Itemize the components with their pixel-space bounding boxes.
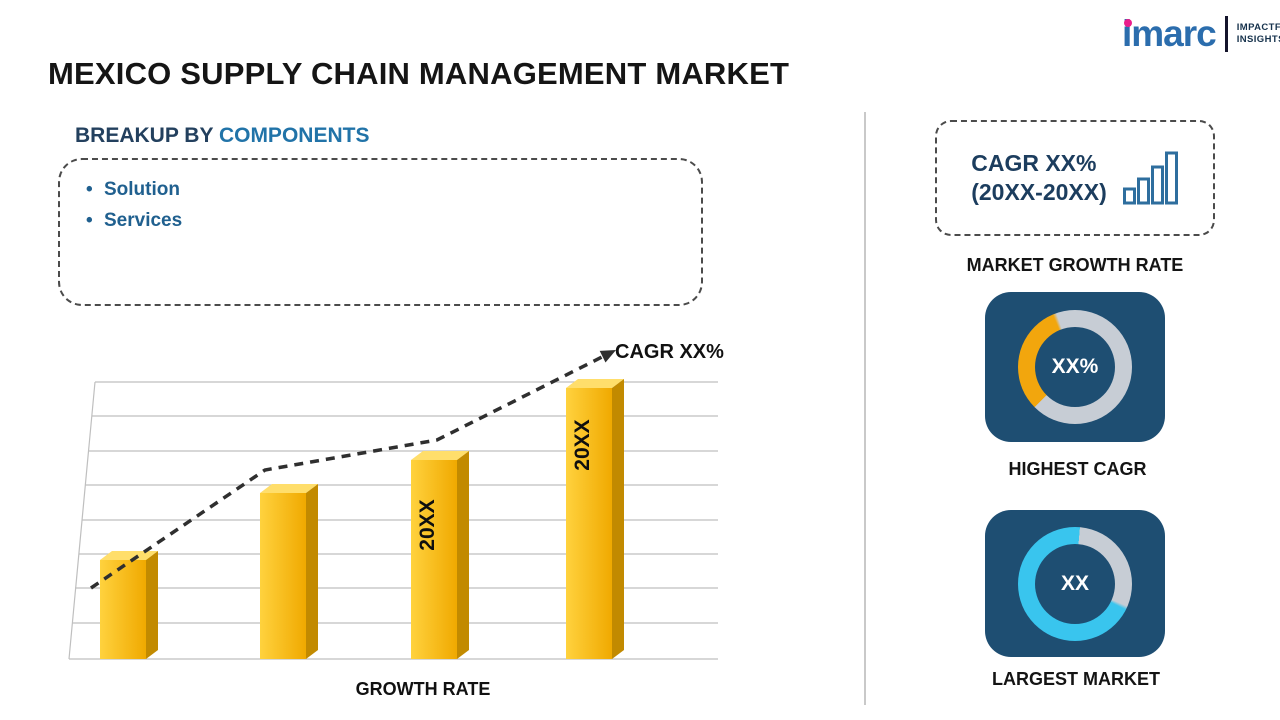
growth-card-line1: CAGR XX% <box>971 150 1097 176</box>
bar-4: 20XX <box>566 379 624 659</box>
x-axis-label: GROWTH RATE <box>355 679 491 699</box>
component-item-services: Services <box>86 205 675 236</box>
bar-label-3: 20XX <box>416 499 439 550</box>
bar-chart-icon <box>1122 151 1178 205</box>
bar-label-4: 20XX <box>571 419 594 470</box>
bar-2 <box>260 484 318 659</box>
highest-cagr-card: XX% <box>985 292 1165 442</box>
bar-3: 20XX <box>411 451 469 659</box>
market-growth-rate-card: CAGR XX% (20XX-20XX) <box>935 120 1215 236</box>
brand-accent-dot <box>1124 19 1132 27</box>
components-box: Solution Services <box>58 158 703 306</box>
cagr-annotation: CAGR XX% <box>615 341 724 363</box>
panel-divider <box>864 112 866 705</box>
bar-1 <box>100 551 158 659</box>
largest-market-card: XX <box>985 510 1165 657</box>
logo-tagline: IMPACTFUL INSIGHTS <box>1237 22 1280 46</box>
brand-text: imarc <box>1122 13 1217 54</box>
largest-market-value: XX <box>1035 543 1115 624</box>
market-growth-rate-caption: MARKET GROWTH RATE <box>966 255 1184 275</box>
grid-lines <box>68 381 718 660</box>
growth-card-text: CAGR XX% (20XX-20XX) <box>971 149 1107 207</box>
highest-cagr-caption: HIGHEST CAGR <box>1008 459 1147 479</box>
brand-wordmark: imarc <box>1122 13 1217 54</box>
components-list: Solution Services <box>86 174 675 236</box>
page-title: MEXICO SUPPLY CHAIN MANAGEMENT MARKET <box>48 56 790 91</box>
tagline-line1: IMPACTFUL <box>1236 22 1280 33</box>
heading-prefix: BREAKUP BY <box>75 124 219 147</box>
component-item-solution: Solution <box>86 174 675 205</box>
largest-market-caption: LARGEST MARKET <box>992 669 1160 689</box>
arrowhead-icon <box>599 350 616 363</box>
section-heading: BREAKUP BY COMPONENTS <box>75 124 369 148</box>
largest-market-donut-chart: XX <box>1018 526 1132 641</box>
trend-arrow <box>90 350 616 590</box>
logo-divider <box>1224 16 1228 52</box>
highest-cagr-donut-chart: XX% <box>1018 310 1132 424</box>
imarc-logo: imarc IMPACTFUL INSIGHTS <box>1122 14 1280 54</box>
heading-highlight: COMPONENTS <box>218 124 370 147</box>
growth-card-line2: (20XX-20XX) <box>971 179 1107 205</box>
tagline-line2: INSIGHTS <box>1236 34 1280 45</box>
highest-cagr-value: XX% <box>1035 327 1115 407</box>
growth-rate-bar-chart: 20XX 20XX <box>68 350 718 660</box>
